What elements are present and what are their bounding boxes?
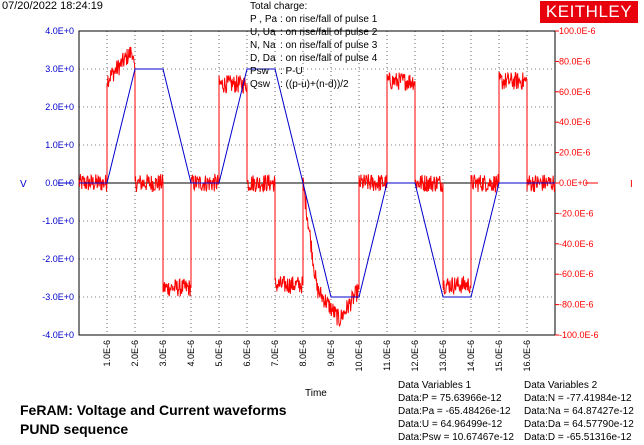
- legend-desc: : P-U: [280, 66, 303, 77]
- chart-title-line1: FeRAM: Voltage and Current waveforms: [20, 402, 287, 418]
- y-left-tick-label: 2.0E+0: [45, 102, 74, 112]
- legend-key: Qsw: [250, 79, 270, 90]
- legend-desc: : ((p-u)+(n-d))/2: [280, 79, 349, 90]
- legend-key: P , Pa: [250, 14, 278, 25]
- legend-line: U, Ua : on rise/fall of pulse 2: [250, 27, 377, 38]
- data-variable: Data:Pa = -65.48426e-12: [398, 406, 511, 417]
- voltage-series-line: [79, 68, 555, 298]
- legend-line: P , Pa : on rise/fall of pulse 1: [250, 14, 377, 25]
- legend-title: Total charge:: [250, 1, 308, 12]
- legend-desc: : on rise/fall of pulse 4: [280, 53, 378, 64]
- y-right-tick-label: 100.0E-6: [559, 26, 596, 36]
- x-tick-label: 4.0E-6: [186, 340, 196, 367]
- y-right-label: I: [630, 179, 633, 190]
- x-tick-label: 11.0E-6: [382, 340, 392, 371]
- y-right-tick-label: -80.0E-6: [559, 300, 594, 310]
- y-right-tick-label: 20.0E-6: [559, 148, 591, 158]
- y-right-tick-label: 0.0E+0: [559, 178, 588, 188]
- data-variable: Data:Psw = 10.67467e-12: [398, 432, 514, 443]
- y-left-label: V: [20, 179, 27, 190]
- x-tick-label: 15.0E-6: [494, 340, 504, 372]
- x-tick-label: 1.0E-6: [102, 340, 112, 367]
- x-tick-label: 10.0E-6: [354, 340, 364, 372]
- legend-key: U, Ua: [250, 27, 276, 38]
- y-left-tick-label: -1.0E+0: [42, 216, 74, 226]
- x-tick-label: 16.0E-6: [522, 340, 532, 372]
- x-tick-label: 14.0E-6: [466, 340, 476, 372]
- x-tick-label: 8.0E-6: [298, 340, 308, 367]
- x-tick-label: 12.0E-6: [410, 340, 420, 372]
- right-axis-ticks: 100.0E-6 80.0E-6 60.0E-6 40.0E-6 20.0E-6 0.0E…: [555, 26, 599, 340]
- data-variable: Data:Da = 64.57790e-12: [524, 419, 634, 430]
- legend-line: Qsw : ((p-u)+(n-d))/2: [250, 79, 349, 90]
- y-left-tick-label: -3.0E+0: [42, 292, 74, 302]
- x-tick-label: 6.0E-6: [242, 340, 252, 367]
- x-tick-label: 3.0E-6: [158, 340, 168, 367]
- data-variables-1-title: Data Variables 1: [398, 380, 472, 391]
- data-variable: Data:P = 75.63966e-12: [398, 393, 502, 404]
- legend-line: Psw : P-U: [250, 66, 303, 77]
- y-right-tick-label: -100.0E-6: [559, 330, 599, 340]
- legend-desc: : on rise/fall of pulse 1: [280, 14, 378, 25]
- y-right-tick-label: -60.0E-6: [559, 269, 594, 279]
- x-axis-label: Time: [305, 388, 327, 399]
- timestamp: 07/20/2022 18:24:19: [2, 0, 103, 12]
- legend-line: N, Na : on rise/fall of pulse 3: [250, 40, 377, 51]
- data-variables-2-title: Data Variables 2: [524, 380, 598, 391]
- current-series-line: [78, 46, 556, 328]
- data-variable: Data:Na = 64.87427e-12: [524, 406, 634, 417]
- x-tick-label: 9.0E-6: [326, 340, 336, 367]
- x-tick-label: 5.0E-6: [214, 340, 224, 367]
- legend-desc: : on rise/fall of pulse 3: [280, 40, 378, 51]
- y-left-tick-label: -4.0E+0: [42, 330, 74, 340]
- legend-key: D, Da: [250, 53, 276, 64]
- y-right-tick-label: 80.0E-6: [559, 56, 591, 66]
- chart-title-line2: PUND sequence: [20, 421, 129, 437]
- y-left-tick-label: -2.0E+0: [42, 254, 74, 264]
- legend-desc: : on rise/fall of pulse 2: [280, 27, 378, 38]
- data-variable: Data:U = 64.96499e-12: [398, 419, 503, 430]
- y-right-tick-label: 60.0E-6: [559, 87, 591, 97]
- legend-key: N, Na: [250, 40, 276, 51]
- y-right-tick-label: -40.0E-6: [559, 239, 594, 249]
- y-left-tick-label: 3.0E+0: [45, 64, 74, 74]
- data-variable: Data:N = -77.41984e-12: [524, 393, 632, 404]
- legend-key: Psw: [250, 66, 269, 77]
- y-left-tick-label: 4.0E+0: [45, 26, 74, 36]
- y-left-tick-label: 1.0E+0: [45, 140, 74, 150]
- x-tick-label: 7.0E-6: [270, 340, 280, 367]
- x-tick-label: 2.0E-6: [130, 340, 140, 367]
- x-axis-ticks: 1.0E-6 2.0E-6 3.0E-6 4.0E-6 5.0E-6 6.0E-6 7.0E…: [102, 340, 532, 372]
- keithley-logo: KEITHLEY: [540, 1, 638, 23]
- y-right-tick-label: 40.0E-6: [559, 117, 591, 127]
- data-variable: Data:D = -65.51316e-12: [524, 432, 632, 443]
- legend-line: D, Da : on rise/fall of pulse 4: [250, 53, 377, 64]
- y-right-tick-label: -20.0E-6: [559, 208, 594, 218]
- x-tick-label: 13.0E-6: [438, 340, 448, 372]
